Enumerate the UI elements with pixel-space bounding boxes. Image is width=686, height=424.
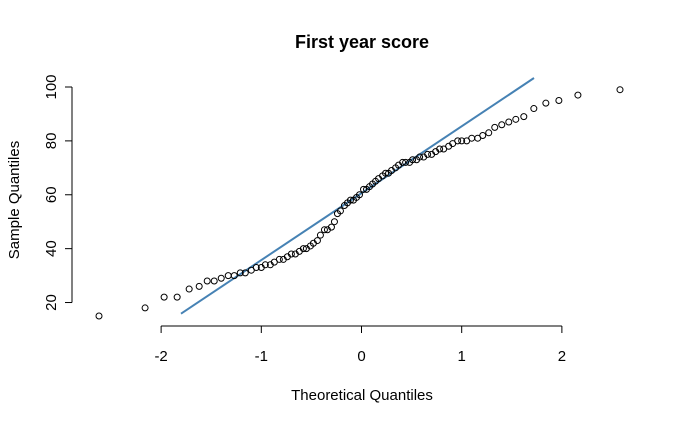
data-point [203,277,211,285]
data-point [399,158,407,166]
data-point [275,255,283,263]
data-point [185,285,193,293]
y-tick-label: 40 [43,240,60,257]
data-point [261,261,269,269]
data-point [485,129,493,137]
chart-title: First year score [295,32,429,52]
y-axis-label: Sample Quantiles [6,141,23,259]
data-point [330,218,338,226]
data-point [355,191,363,199]
x-tick-label: 0 [357,348,365,365]
x-axis-label: Theoretical Quantiles [291,387,433,404]
data-point [424,150,432,158]
data-point [512,115,520,123]
x-tick-label: -2 [154,348,167,365]
data-point [458,137,466,145]
x-tick-label: -1 [255,348,268,365]
data-point [542,99,550,107]
reference-line-group [180,77,535,315]
data-point [616,86,624,94]
data-point [530,105,538,113]
data-point [230,272,238,280]
data-point [313,237,321,245]
data-point [95,312,103,320]
data-point [416,153,424,161]
data-point [241,269,249,277]
data-point [498,121,506,129]
data-point [479,131,487,139]
data-point [236,269,244,277]
data-point [505,118,513,126]
y-tick-label: 100 [43,74,60,99]
data-point [210,277,218,285]
data-point [436,145,444,153]
data-point [217,274,225,282]
data-point [402,158,410,166]
data-points [95,86,624,320]
data-point [409,156,417,164]
data-point [224,272,232,280]
data-point [327,223,335,231]
y-tick-label: 60 [43,186,60,203]
data-point [316,231,324,239]
data-point [173,293,181,301]
data-point [555,96,563,104]
x-tick-label: 2 [558,348,566,365]
data-point [491,123,499,131]
y-tick-label: 20 [43,294,60,311]
data-point [346,196,354,204]
data-point [141,304,149,312]
data-point [520,113,528,121]
data-point [360,185,368,193]
data-point [287,250,295,258]
data-point [468,134,476,142]
data-point [160,293,168,301]
x-axis: -2 -1 0 1 2 [154,325,566,365]
data-point [299,245,307,253]
y-tick-label: 80 [43,133,60,150]
data-point [574,91,582,99]
data-point [454,137,462,145]
y-axis: 20 40 60 80 100 [43,74,73,311]
data-point [320,226,328,234]
x-tick-label: 1 [458,348,466,365]
reference-line [180,77,535,315]
data-point [382,169,390,177]
data-point [252,264,260,272]
data-point [336,207,344,215]
data-point [195,282,203,290]
